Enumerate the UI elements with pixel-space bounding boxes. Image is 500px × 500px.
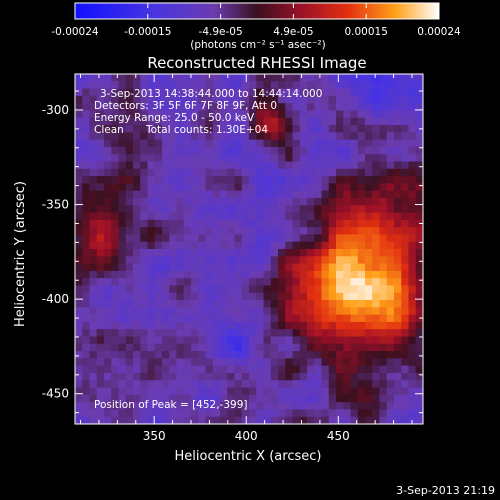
x-tick-label: 350 [143,429,166,443]
info-time-range: 3-Sep-2013 14:38:44.000 to 14:44:14.000 [100,88,322,100]
colorbar-tick-label: -0.00024 [51,26,99,38]
colorbar-tick-label: -4.9e-05 [199,26,243,38]
info-overlay: 3-Sep-2013 14:38:44.000 to 14:44:14.000 … [94,88,322,411]
colorbar-tick-labels: -0.00024 -0.00015 -4.9e-05 4.9e-05 0.00015 0.… [51,26,461,38]
y-tick-labels: -300 -350 -400 -450 [42,103,69,401]
plot-title: Reconstructed RHESSI Image [147,54,366,72]
colorbar-tick-label: -0.00015 [124,26,171,38]
colorbar-ticks [74,3,440,19]
heatmap-image [75,74,423,424]
colorbar-unit-label: (photons cm⁻² s⁻¹ asec⁻²) [190,39,325,51]
y-tick-label: -450 [42,387,69,401]
info-energy: Energy Range: 25.0 - 50.0 keV [94,112,255,124]
info-total-counts: Total counts: 1.30E+04 [145,124,268,136]
plot-frame [74,73,424,425]
footer-timestamp: 3-Sep-2013 21:19 [396,484,495,497]
x-axis-label: Heliocentric X (arcsec) [175,449,322,464]
y-tick-label: -300 [42,103,69,117]
x-tick-labels: 350 400 450 [143,429,350,443]
x-tick-label: 400 [235,429,258,443]
x-tick-label: 450 [327,429,350,443]
colorbar-tick-label: 4.9e-05 [273,26,313,38]
colorbar: -0.00024 -0.00015 -4.9e-05 4.9e-05 0.00015 0.… [51,2,461,51]
y-tick-label: -400 [42,292,69,306]
info-detectors: Detectors: 3F 5F 6F 7F 8F 9F, Att 0 [94,100,277,112]
colorbar-tick-label: 0.00015 [344,26,387,38]
colorbar-gradient [74,2,440,20]
y-axis-label: Heliocentric Y (arcsec) [13,181,28,327]
y-tick-label: -350 [42,198,69,212]
info-peak: Position of Peak = [452,-399] [94,399,248,411]
axis-ticks [75,74,423,424]
info-clean: Clean [94,124,124,136]
colorbar-tick-label: 0.00024 [417,26,461,38]
